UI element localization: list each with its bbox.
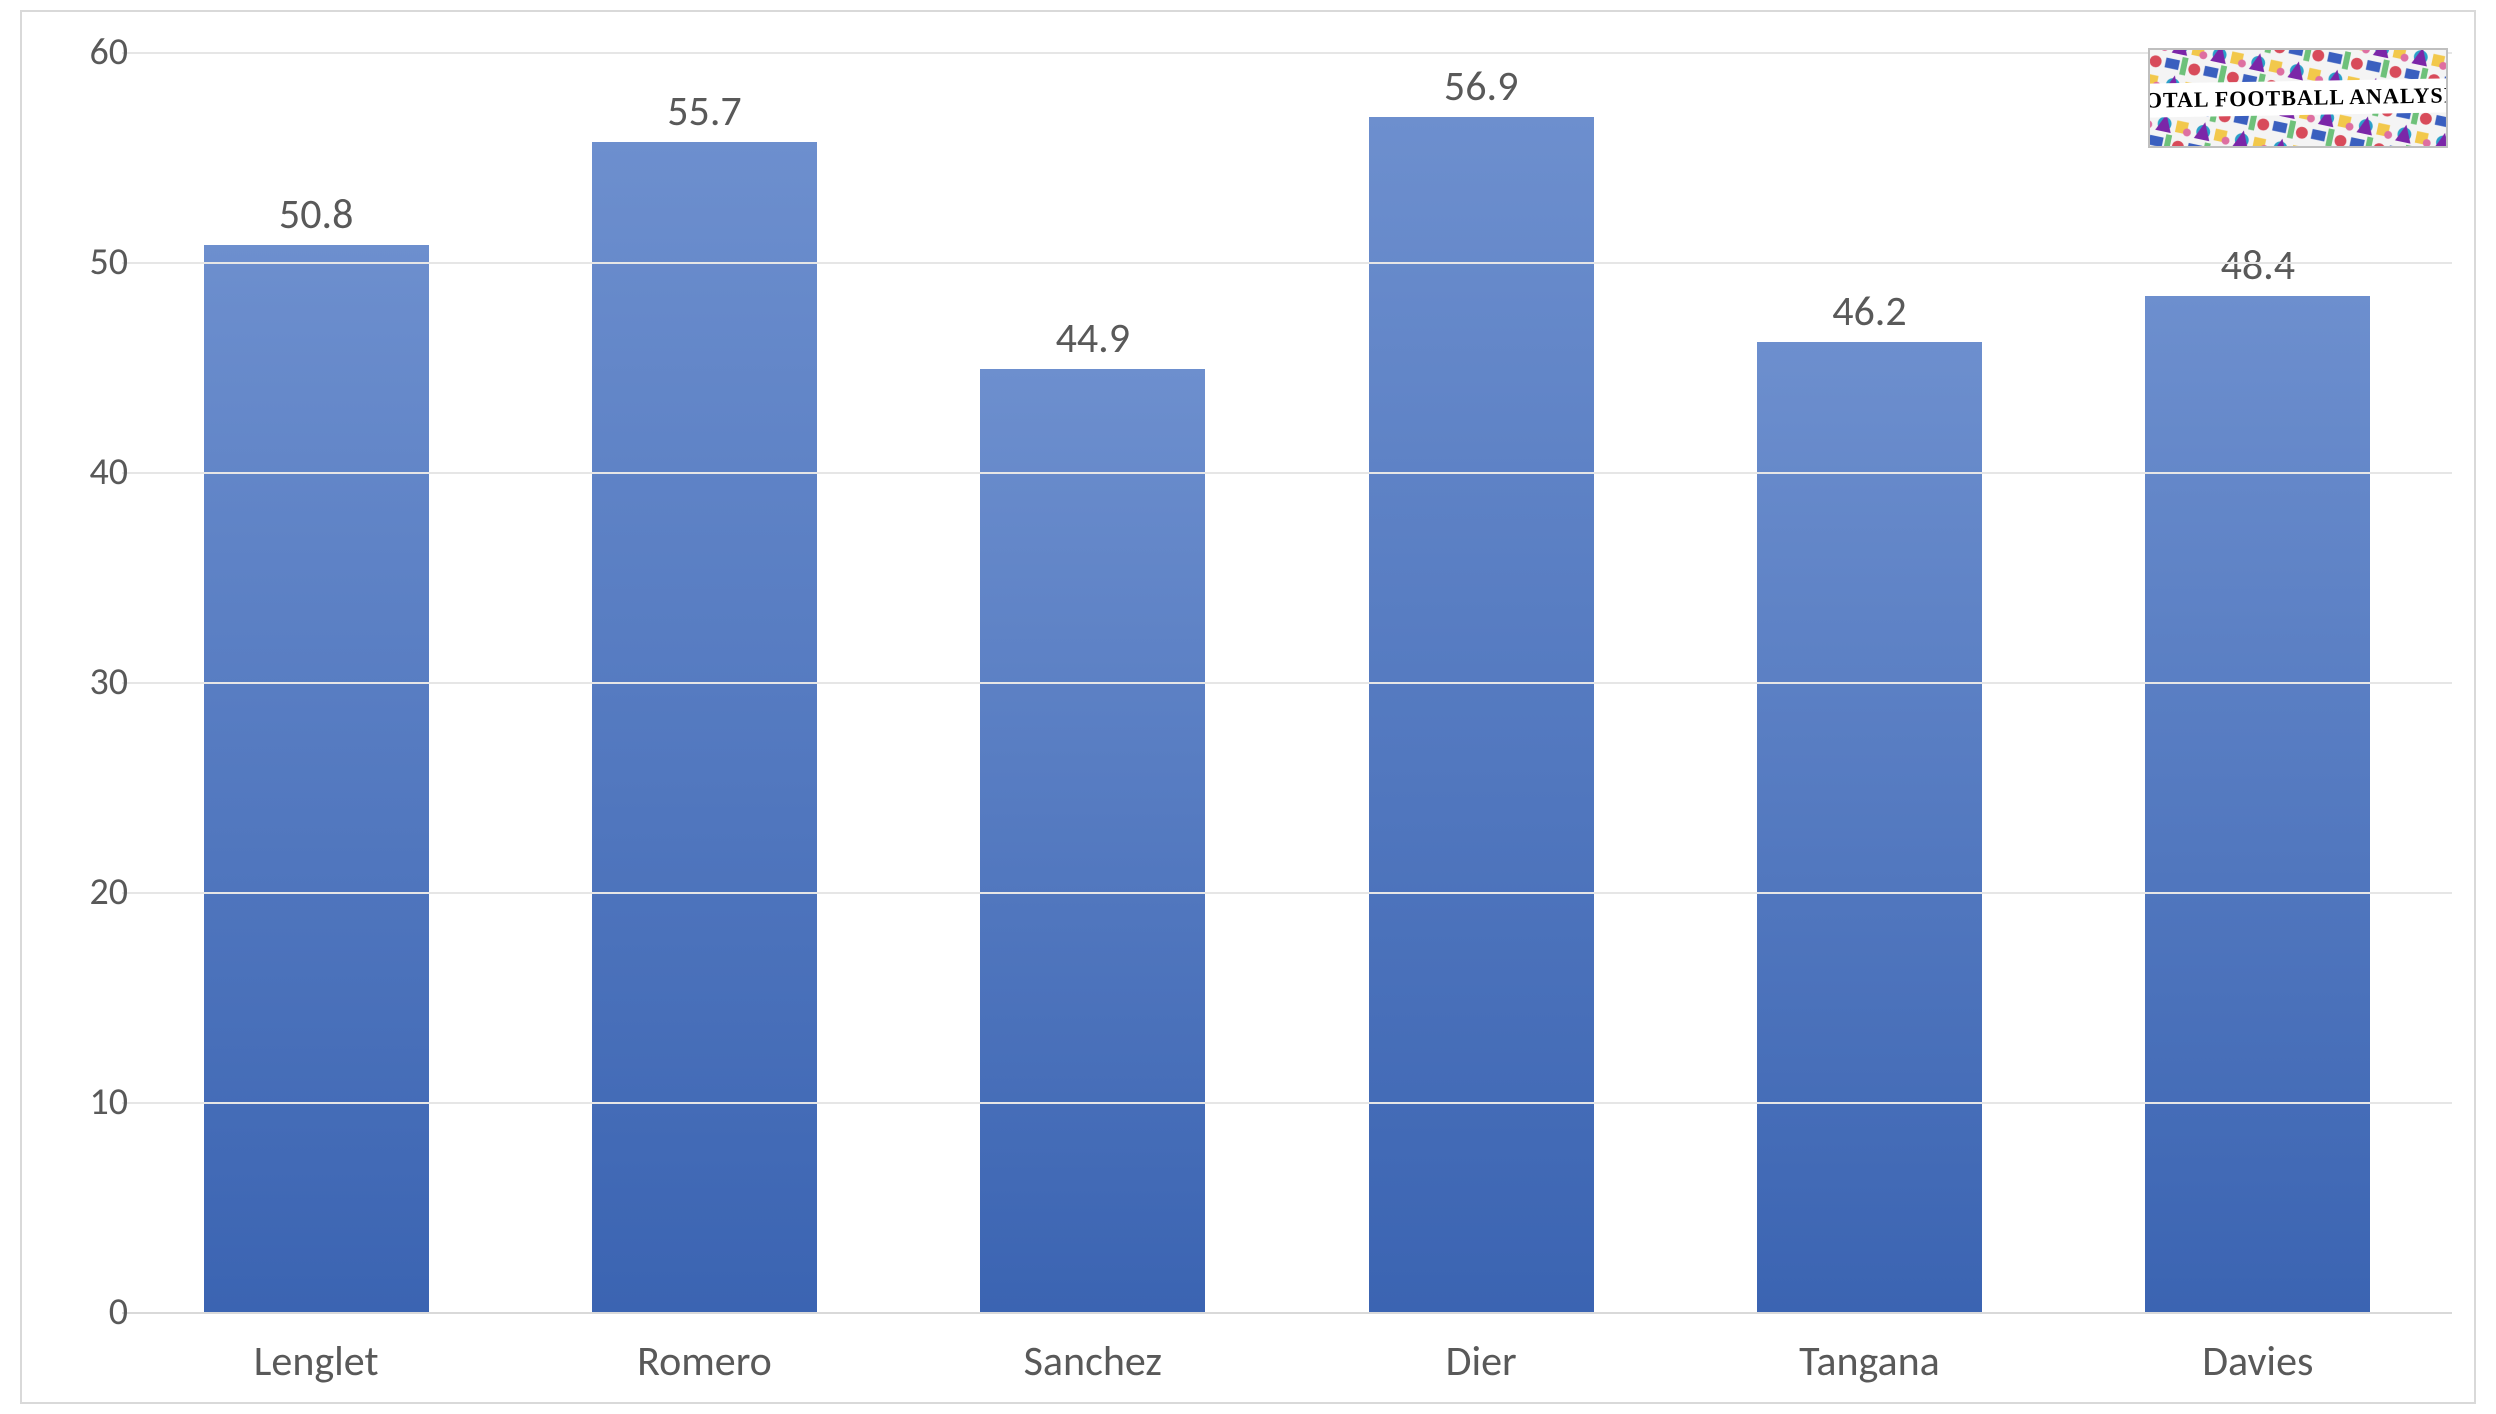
gridline [122, 1102, 2452, 1104]
gridline [122, 472, 2452, 474]
bar: 50.8 [204, 245, 429, 1312]
x-axis-labels: LengletRomeroSanchezDierTanganaDavies [122, 1318, 2452, 1398]
y-tick-label: 50 [48, 239, 128, 285]
gridline [122, 262, 2452, 264]
y-tick-label: 0 [48, 1289, 128, 1335]
bar-data-label: 46.2 [1832, 286, 1906, 337]
bar-data-label: 48.4 [2221, 240, 2295, 291]
x-tick-label: Romero [510, 1318, 898, 1398]
bar: 55.7 [592, 142, 817, 1312]
x-tick-label: Davies [2064, 1318, 2452, 1398]
bar: 48.4 [2145, 296, 2370, 1312]
x-tick-label: Dier [1287, 1318, 1675, 1398]
logo-text: TOTAL FOOTBALL ANALYSIS [2148, 78, 2448, 118]
x-tick-label: Lenglet [122, 1318, 510, 1398]
bar-data-label: 55.7 [667, 86, 741, 137]
bar: 46.2 [1757, 342, 1982, 1312]
y-tick-label: 60 [48, 29, 128, 75]
y-tick-label: 10 [48, 1079, 128, 1125]
y-tick-label: 20 [48, 869, 128, 915]
logo-badge: TOTAL FOOTBALL ANALYSIS [2148, 48, 2448, 148]
bar: 44.9 [980, 369, 1205, 1312]
plot-area: 50.8 55.7 44.9 56.9 46.2 48.4 [122, 52, 2452, 1312]
axis-baseline [122, 1312, 2452, 1314]
gridline [122, 892, 2452, 894]
y-tick-label: 30 [48, 659, 128, 705]
gridline [122, 52, 2452, 54]
x-tick-label: Sanchez [899, 1318, 1287, 1398]
y-tick-label: 40 [48, 449, 128, 495]
bar: 56.9 [1369, 117, 1594, 1312]
gridline [122, 682, 2452, 684]
bar-data-label: 44.9 [1056, 313, 1130, 364]
bar-data-label: 56.9 [1444, 61, 1518, 112]
x-tick-label: Tangana [1675, 1318, 2063, 1398]
bar-data-label: 50.8 [279, 189, 353, 240]
chart-frame: 50.8 55.7 44.9 56.9 46.2 48.4 0 10 20 30 40 50 60 L… [20, 10, 2476, 1404]
